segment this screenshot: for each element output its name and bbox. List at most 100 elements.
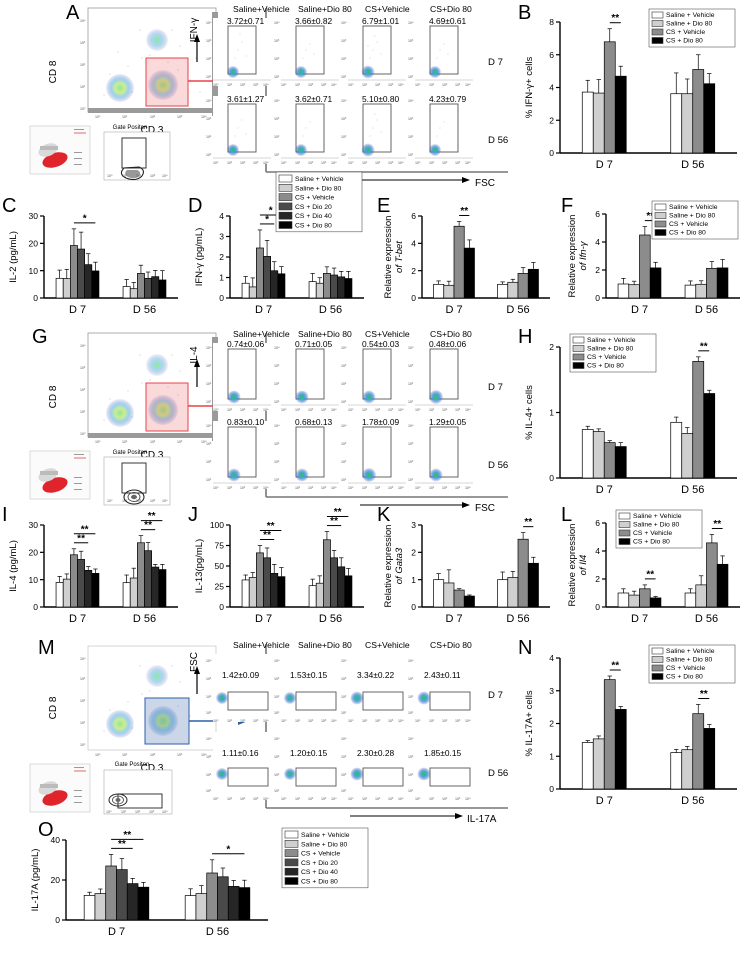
legend-swatch	[284, 877, 299, 885]
svg-text:10²: 10²	[308, 161, 314, 165]
bar	[706, 267, 718, 299]
svg-text:10⁴: 10⁴	[201, 440, 207, 444]
bar	[639, 588, 651, 608]
legend-swatch	[284, 849, 299, 857]
svg-text:10¹: 10¹	[274, 400, 280, 404]
svg-text:10⁰: 10⁰	[213, 797, 219, 801]
y-axis-label: IL-4 (pg/mL)	[8, 540, 19, 592]
svg-text:10⁴: 10⁴	[206, 737, 212, 741]
svg-text:10¹: 10¹	[122, 440, 128, 444]
svg-text:10¹: 10¹	[227, 408, 233, 412]
bar	[144, 277, 153, 299]
bar	[77, 248, 86, 299]
y-axis-label: IL-13(pg/mL)	[194, 539, 205, 593]
legend-label: CS + Dio 80	[666, 38, 703, 45]
svg-text:10⁰: 10⁰	[348, 161, 354, 165]
bar	[703, 393, 716, 479]
legend-label: CS + Dio 40	[301, 869, 338, 876]
group-label: D 56	[206, 926, 229, 938]
panel-M-col-header-0: Saline+Vehicle	[233, 640, 290, 650]
y-tick-label: 4	[549, 83, 554, 93]
panel-label-H: H	[518, 326, 533, 348]
svg-text:10³: 10³	[253, 486, 259, 490]
svg-text:10⁰: 10⁰	[281, 408, 287, 412]
svg-text:10⁴: 10⁴	[274, 346, 280, 350]
svg-text:10²: 10²	[150, 440, 156, 444]
bar	[617, 283, 630, 299]
svg-text:10¹: 10¹	[122, 174, 128, 178]
svg-text:10²: 10²	[240, 797, 246, 801]
y-tick-label: 0	[595, 293, 600, 303]
y-tick-label: 6	[595, 209, 600, 219]
bar	[592, 738, 605, 790]
bar	[137, 273, 145, 299]
bar	[206, 872, 218, 921]
svg-text:10¹: 10¹	[206, 711, 212, 715]
significance-marker: **	[460, 206, 468, 217]
legend-swatch	[284, 867, 299, 876]
svg-text:10¹: 10¹	[429, 408, 435, 412]
legend-label: Saline + Dio 80	[587, 346, 634, 353]
svg-text:10²: 10²	[442, 797, 448, 801]
bar	[129, 577, 138, 608]
svg-text:10⁴: 10⁴	[408, 737, 414, 741]
svg-text:10¹: 10¹	[274, 789, 280, 793]
y-tick-label: 2	[219, 252, 224, 262]
svg-text:10¹: 10¹	[295, 719, 301, 723]
svg-text:10³: 10³	[388, 161, 394, 165]
svg-text:10⁰: 10⁰	[415, 161, 421, 165]
svg-text:10⁴: 10⁴	[408, 99, 414, 103]
svg-text:10³: 10³	[388, 719, 394, 723]
svg-text:10²: 10²	[274, 460, 280, 464]
svg-text:10²: 10²	[442, 408, 448, 412]
bar	[122, 286, 131, 299]
svg-text:10³: 10³	[341, 442, 347, 446]
panel-G-gate-position-title: Gate Positon	[113, 450, 148, 456]
group-label: D 56	[695, 304, 718, 316]
svg-text:10³: 10³	[455, 408, 461, 412]
y-tick-label: 0	[411, 293, 416, 303]
svg-text:10⁰: 10⁰	[415, 408, 421, 412]
svg-text:10⁰: 10⁰	[213, 161, 219, 165]
y-axis-label: Relative expression	[383, 525, 394, 608]
legend-label: Saline + Dio 80	[666, 657, 713, 664]
svg-text:10¹: 10¹	[341, 400, 347, 404]
svg-text:10¹: 10¹	[362, 408, 368, 412]
svg-text:10¹: 10¹	[80, 85, 86, 89]
y-axis-label-2: of Il4	[578, 555, 589, 576]
bar	[507, 577, 519, 608]
svg-text:10²: 10²	[136, 174, 142, 178]
legend-label: Saline + Vehicle	[295, 176, 344, 183]
bar	[497, 579, 509, 608]
significance-marker: **	[77, 533, 85, 544]
y-tick-label: 20	[29, 239, 39, 249]
svg-text:10⁴: 10⁴	[80, 657, 86, 661]
svg-text:10¹: 10¹	[408, 789, 414, 793]
legend-swatch	[572, 345, 585, 352]
bar	[151, 566, 160, 608]
y-axis-label-2: of Ifn-γ	[578, 240, 589, 270]
svg-text:10⁴: 10⁴	[398, 408, 404, 412]
panel-A-value-r0c1: 3.66±0.82	[295, 16, 333, 26]
svg-text:10³: 10³	[274, 39, 280, 43]
panel-M-fc-y-axis-label: FSC	[189, 652, 200, 672]
bar	[617, 592, 630, 608]
legend-swatch	[651, 37, 664, 44]
svg-text:10³: 10³	[80, 366, 86, 370]
panel-G-flow-grid: IL-4 FSC Saline+Vehicle Saline+Dio 80 CS…	[189, 329, 508, 514]
svg-text:10⁴: 10⁴	[162, 810, 168, 814]
y-axis-label: IL-17A (pg/mL)	[30, 849, 41, 912]
svg-text:10²: 10²	[375, 486, 381, 490]
svg-text:10¹: 10¹	[295, 161, 301, 165]
bar	[670, 93, 683, 154]
svg-text:10⁴: 10⁴	[331, 797, 337, 801]
legend-label: Saline + Dio 80	[666, 21, 713, 28]
